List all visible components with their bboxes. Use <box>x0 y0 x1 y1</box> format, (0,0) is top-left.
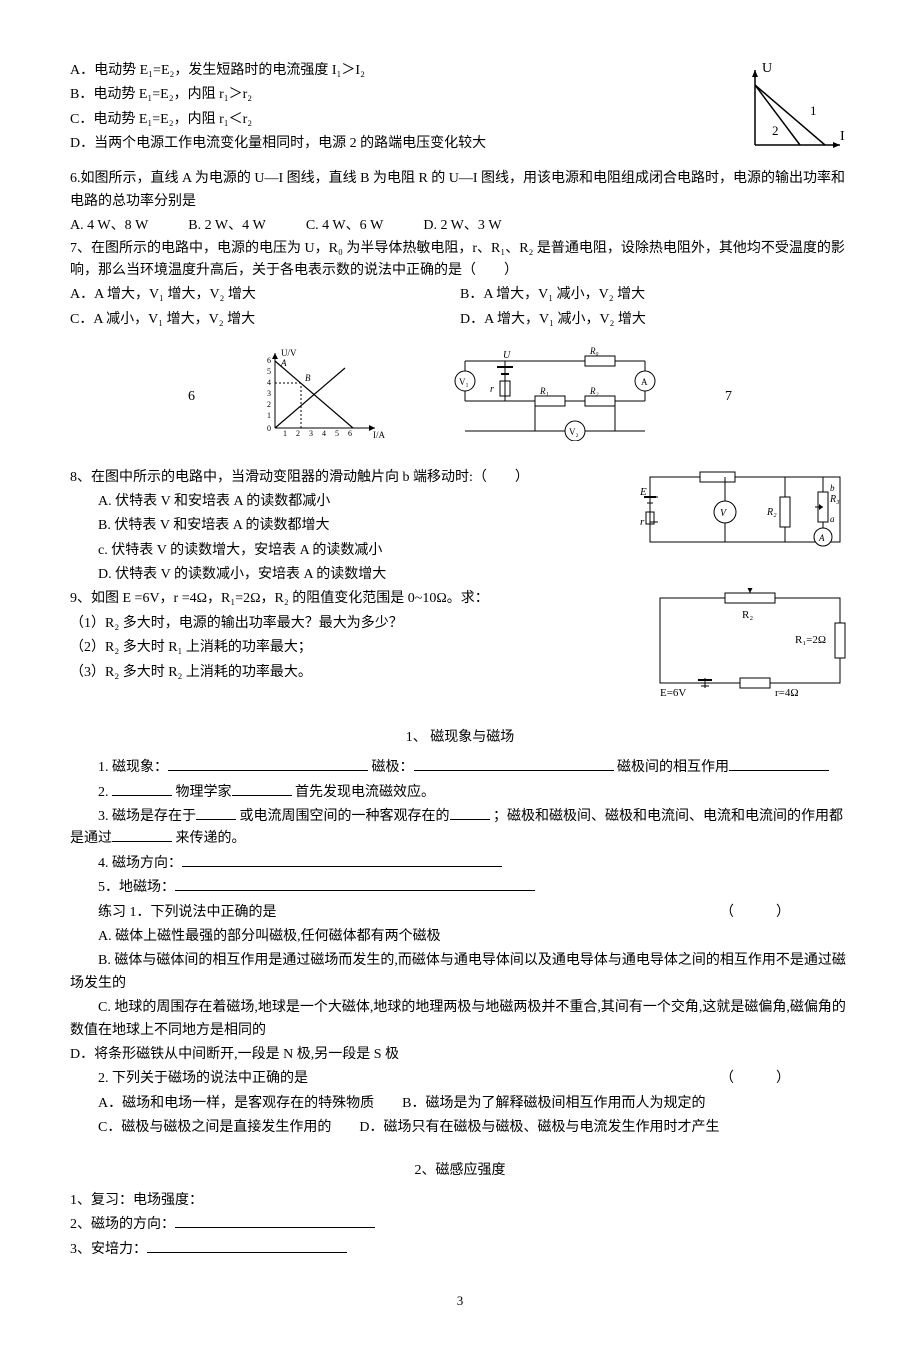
svg-text:4: 4 <box>322 429 326 438</box>
svg-text:A: A <box>280 358 287 368</box>
sec1-fill-1: 1. 磁现象： 磁极： 磁极间的相互作用 <box>70 757 850 779</box>
q7-option-a: A．A 增大，V₁ 增大，V₂ 增大 <box>70 284 460 306</box>
diagram-7-circuit: U r V₁ R₀ A R₁ R₂ V₂ <box>445 346 665 449</box>
svg-text:U/V: U/V <box>281 348 297 358</box>
svg-text:5: 5 <box>267 367 271 376</box>
svg-text:R₂: R₂ <box>766 507 777 518</box>
sec1-ex1-c: C. 地球的周围存在着磁场,地球是一个大磁体,地球的地理两极与地磁两极并不重合,… <box>70 997 850 1042</box>
sec1-ex1: 练习 1．下列说法中正确的是 （ ） <box>70 902 850 924</box>
q7-option-c: C．A 减小，V₁ 增大，V₂ 增大 <box>70 309 460 331</box>
svg-text:b: b <box>830 483 835 493</box>
svg-text:2: 2 <box>267 400 271 409</box>
sec1-fill-5: 5．地磁场： <box>70 877 850 899</box>
ui-graph-diagram: U I 1 2 <box>740 60 850 168</box>
svg-text:0: 0 <box>267 424 271 433</box>
svg-text:R₁=2Ω: R₁=2Ω <box>795 634 826 646</box>
diagram-7-label: 7 <box>725 386 732 408</box>
sec1-ex2-cd: C．磁极与磁极之间是直接发生作用的 D．磁场只有在磁极与磁极、磁极与电流发生作用… <box>70 1117 850 1139</box>
svg-text:R₂: R₂ <box>742 609 753 621</box>
svg-text:r: r <box>640 516 645 528</box>
q5-option-c: C．电动势 E₁=E₂，内阻 r₁＜r₂ <box>70 109 850 131</box>
svg-text:1: 1 <box>283 429 287 438</box>
q6-option-d: D. 2 W、3 W <box>423 215 501 237</box>
svg-text:I: I <box>840 129 845 144</box>
svg-text:A: A <box>818 533 825 543</box>
sec1-fill-2: 2. 物理学家 首先发现电流磁效应。 <box>70 782 850 804</box>
sec2-fill-1: 1、复习：电场强度： <box>70 1190 850 1212</box>
sec1-ex2: 2. 下列关于磁场的说法中正确的是 （ ） <box>70 1068 850 1090</box>
q6-options: A. 4 W、8 W B. 2 W、4 W C. 4 W、6 W D. 2 W、… <box>70 215 850 237</box>
section-1-title: 1、 磁现象与磁场 <box>70 727 850 749</box>
q7-stem: 7、在图所示的电路中，电源的电压为 U，R₀ 为半导体热敏电阻，r、R₁、R₂ … <box>70 238 850 283</box>
svg-text:I/A: I/A <box>373 430 385 440</box>
svg-text:U: U <box>503 350 511 361</box>
diagram-6-label: 6 <box>188 386 195 408</box>
svg-text:3: 3 <box>267 389 271 398</box>
diagram-9-circuit: R₂ R₁=2Ω E=6V r=4Ω <box>650 588 850 706</box>
q6-stem: 6.如图所示，直线 A 为电源的 U—I 图线，直线 B 为电阻 R 的 U—I… <box>70 168 850 213</box>
svg-text:E: E <box>640 486 647 498</box>
sec1-ex1-b: B. 磁体与磁体间的相互作用是通过磁场而发生的,而磁体与通电导体间以及通电导体与… <box>70 950 850 995</box>
sec1-ex1-a: A. 磁体上磁性最强的部分叫磁极,任何磁体都有两个磁极 <box>70 926 850 948</box>
svg-text:U: U <box>762 61 772 76</box>
svg-text:r: r <box>490 384 494 395</box>
page-number: 3 <box>70 1291 850 1312</box>
svg-text:B: B <box>305 373 311 383</box>
svg-text:2: 2 <box>296 429 300 438</box>
svg-text:V₂: V₂ <box>569 427 579 437</box>
svg-text:V₁: V₁ <box>459 377 469 387</box>
svg-text:4: 4 <box>267 378 271 387</box>
svg-text:a: a <box>830 514 835 524</box>
sec1-fill-4: 4. 磁场方向： <box>70 853 850 875</box>
svg-text:R₀: R₀ <box>589 346 599 356</box>
sec2-fill-2: 2、磁场的方向： <box>70 1214 850 1236</box>
q7-option-b: B．A 增大，V₁ 减小，V₂ 增大 <box>460 284 850 306</box>
svg-text:6: 6 <box>267 356 271 365</box>
q6-option-a: A. 4 W、8 W <box>70 215 148 237</box>
q6-option-b: B. 2 W、4 W <box>188 215 266 237</box>
q6-option-c: C. 4 W、6 W <box>306 215 384 237</box>
diagram-6-chart: I/A U/V 123 456 0 123 456 B A <box>255 343 385 451</box>
svg-text:6: 6 <box>348 429 352 438</box>
svg-text:R₂: R₂ <box>589 386 599 396</box>
svg-text:2: 2 <box>772 123 779 138</box>
q5-option-b: B．电动势 E₁=E₂，内阻 r₁＞r₂ <box>70 84 850 106</box>
svg-text:R₁: R₁ <box>539 386 549 396</box>
diagrams-row: 6 I/A U/V 123 456 0 123 456 B A <box>70 343 850 451</box>
q5-option-d: D．当两个电源工作电流变化量相同时，电源 2 的路端电压变化较大 <box>70 133 850 155</box>
q8-option-d: D. 伏特表 V 的读数减小，安培表 A 的读数增大 <box>70 564 850 586</box>
section-2-title: 2、磁感应强度 <box>70 1160 850 1182</box>
sec1-fill-3: 3. 磁场是存在于 或电流周围空间的一种客观存在的 ；磁极和磁极间、磁极和电流间… <box>70 806 850 851</box>
svg-text:5: 5 <box>335 429 339 438</box>
svg-text:E=6V: E=6V <box>660 687 686 698</box>
svg-text:A: A <box>641 377 648 387</box>
diagram-8-circuit: E r V R₂ R₃ b a A <box>640 467 850 565</box>
q5-option-a: A．电动势 E₁=E₂，发生短路时的电流强度 I₁＞I₂ <box>70 60 850 82</box>
svg-text:R₃: R₃ <box>829 494 840 505</box>
sec2-fill-3: 3、安培力： <box>70 1239 850 1261</box>
svg-text:1: 1 <box>810 103 817 118</box>
svg-text:1: 1 <box>267 411 271 420</box>
sec1-ex1-d: D．将条形磁铁从中间断开,一段是 N 极,另一段是 S 极 <box>70 1044 850 1066</box>
svg-text:3: 3 <box>309 429 313 438</box>
svg-text:r=4Ω: r=4Ω <box>775 687 799 698</box>
sec1-ex2-ab: A．磁场和电场一样，是客观存在的特殊物质 B．磁场是为了解释磁极间相互作用而人为… <box>70 1093 850 1115</box>
q7-option-d: D．A 增大，V₁ 减小，V₂ 增大 <box>460 309 850 331</box>
